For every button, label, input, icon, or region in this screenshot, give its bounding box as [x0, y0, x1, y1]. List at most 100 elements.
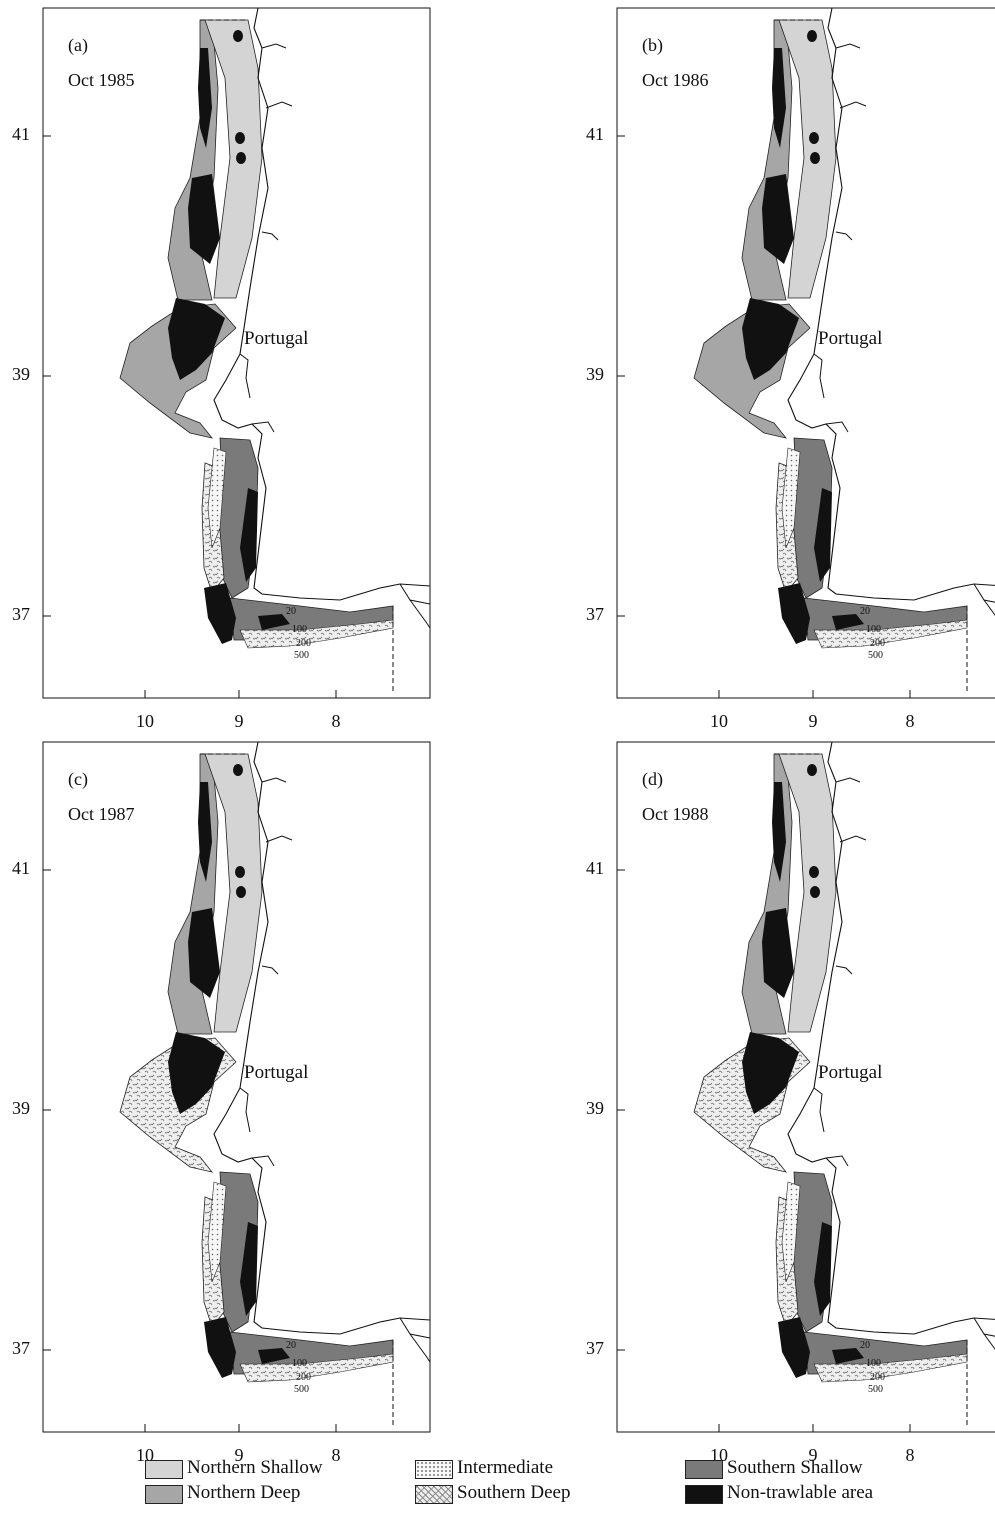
zone-non-trawlable: [762, 908, 794, 998]
panel-label: (b): [642, 35, 663, 55]
river-line: [835, 777, 861, 783]
zone-non-trawlable: [168, 298, 225, 380]
non-trawlable-spot: [810, 886, 820, 898]
lat-tick-label: 39: [12, 1098, 30, 1118]
lat-tick-label: 37: [586, 604, 604, 624]
panel-date: Oct 1988: [642, 804, 709, 824]
map-frame: [42, 7, 431, 699]
map-panel: (c) Oct 1987 Portugal 41 39 37 10 9 8 20 100 200 500: [0, 741, 431, 1465]
river-line: [265, 101, 293, 109]
river-line: [813, 353, 825, 399]
map-panel: (d) Oct 1988 Portugal 41 39 37 10 9 8 20 100 200 500: [574, 741, 995, 1465]
lon-tick-label: 8: [331, 1445, 341, 1465]
non-trawlable-spot: [807, 30, 817, 42]
depth-contour-label: 100: [866, 1358, 881, 1369]
lat-tick-label: 41: [586, 124, 604, 144]
legend-label: Northern Deep: [187, 1482, 301, 1503]
river-line: [983, 1333, 995, 1350]
lon-tick-label: 9: [808, 711, 818, 731]
non-trawlable-spot: [233, 764, 243, 776]
legend-label: Southern Shallow: [727, 1457, 863, 1478]
legend-label: Northern Shallow: [187, 1457, 323, 1478]
river-line: [835, 231, 853, 241]
river-line: [983, 599, 995, 616]
legend-swatch: [685, 1485, 723, 1504]
zone-non-trawlable: [762, 174, 794, 264]
zone-non-trawlable: [742, 298, 799, 380]
non-trawlable-spot: [809, 866, 819, 878]
river-line: [825, 421, 849, 433]
depth-contour-label: 500: [294, 1384, 309, 1395]
zone-non-trawlable: [258, 1348, 290, 1364]
zone-intermediate: [781, 447, 801, 549]
zone-non-trawlable: [240, 1222, 258, 1316]
river-line: [239, 353, 251, 399]
legend-swatch: [415, 1460, 453, 1479]
river-line: [813, 1087, 825, 1133]
zone-non-trawlable: [204, 583, 236, 644]
depth-contour-label: 20: [286, 1340, 296, 1351]
coastline: [787, 741, 995, 1335]
zone-non-trawlable: [832, 614, 864, 630]
river-line: [251, 421, 275, 433]
lon-tick-label: 10: [136, 711, 154, 731]
non-trawlable-spot: [236, 152, 246, 164]
zone-southern-deep: [813, 619, 968, 649]
lat-tick-label: 41: [586, 858, 604, 878]
lon-tick-label: 8: [905, 711, 915, 731]
map-svg: [616, 741, 995, 1433]
legend-label: Non-trawlable area: [727, 1482, 874, 1503]
zone-non-trawlable: [814, 488, 832, 582]
legend-label: Southern Deep: [457, 1482, 571, 1503]
legend-swatch: [145, 1460, 183, 1479]
river-line: [239, 1087, 251, 1133]
river-line: [399, 1317, 431, 1339]
lat-tick-label: 37: [12, 1338, 30, 1358]
depth-contour-label: 500: [294, 650, 309, 661]
zone-intermediate: [781, 1181, 801, 1283]
coastline: [787, 7, 995, 601]
lat-tick-label: 41: [12, 124, 30, 144]
country-label: Portugal: [818, 1062, 883, 1083]
zone-non-trawlable: [772, 782, 786, 882]
map-svg: [616, 7, 995, 699]
map-svg: [42, 7, 431, 699]
zone-non-trawlable: [240, 488, 258, 582]
zone-intermediate: [207, 1181, 227, 1283]
lon-tick-label: 9: [234, 1445, 244, 1465]
zone-non-trawlable: [198, 48, 212, 148]
zone-northern-shallow: [204, 753, 263, 1033]
zone-non-trawlable: [188, 174, 220, 264]
zone-non-trawlable: [814, 1222, 832, 1316]
river-line: [261, 43, 287, 49]
country-label: Portugal: [244, 1062, 309, 1083]
depth-contour-label: 200: [870, 1372, 885, 1383]
river-line: [261, 231, 279, 241]
panel-date: Oct 1985: [68, 70, 135, 90]
zone-non-trawlable: [258, 614, 290, 630]
zone-non-trawlable: [204, 1317, 236, 1378]
zone-non-trawlable: [168, 1032, 225, 1114]
panel-label: (c): [68, 769, 88, 789]
lon-tick-label: 8: [331, 711, 341, 731]
river-line: [409, 1333, 431, 1363]
river-line: [409, 599, 431, 629]
coastline: [213, 7, 431, 601]
zone-non-trawlable: [832, 1348, 864, 1364]
zone-southern-deep: [239, 1353, 394, 1383]
zone-non-trawlable: [778, 1317, 810, 1378]
depth-contour-label: 500: [868, 1384, 883, 1395]
river-line: [265, 835, 293, 843]
panel-label: (a): [68, 35, 88, 55]
non-trawlable-spot: [233, 30, 243, 42]
zone-northern-shallow: [778, 753, 837, 1033]
map-frame: [616, 741, 995, 1433]
non-trawlable-spot: [810, 152, 820, 164]
lon-tick-label: 9: [808, 1445, 818, 1465]
depth-contour-label: 200: [870, 638, 885, 649]
zone-southern-deep: [813, 1353, 968, 1383]
map-legend: Northern Shallow Northern Deep Intermedi…: [0, 1448, 995, 1526]
zone-non-trawlable: [188, 908, 220, 998]
depth-contour-label: 100: [866, 624, 881, 635]
map-frame: [616, 7, 995, 699]
